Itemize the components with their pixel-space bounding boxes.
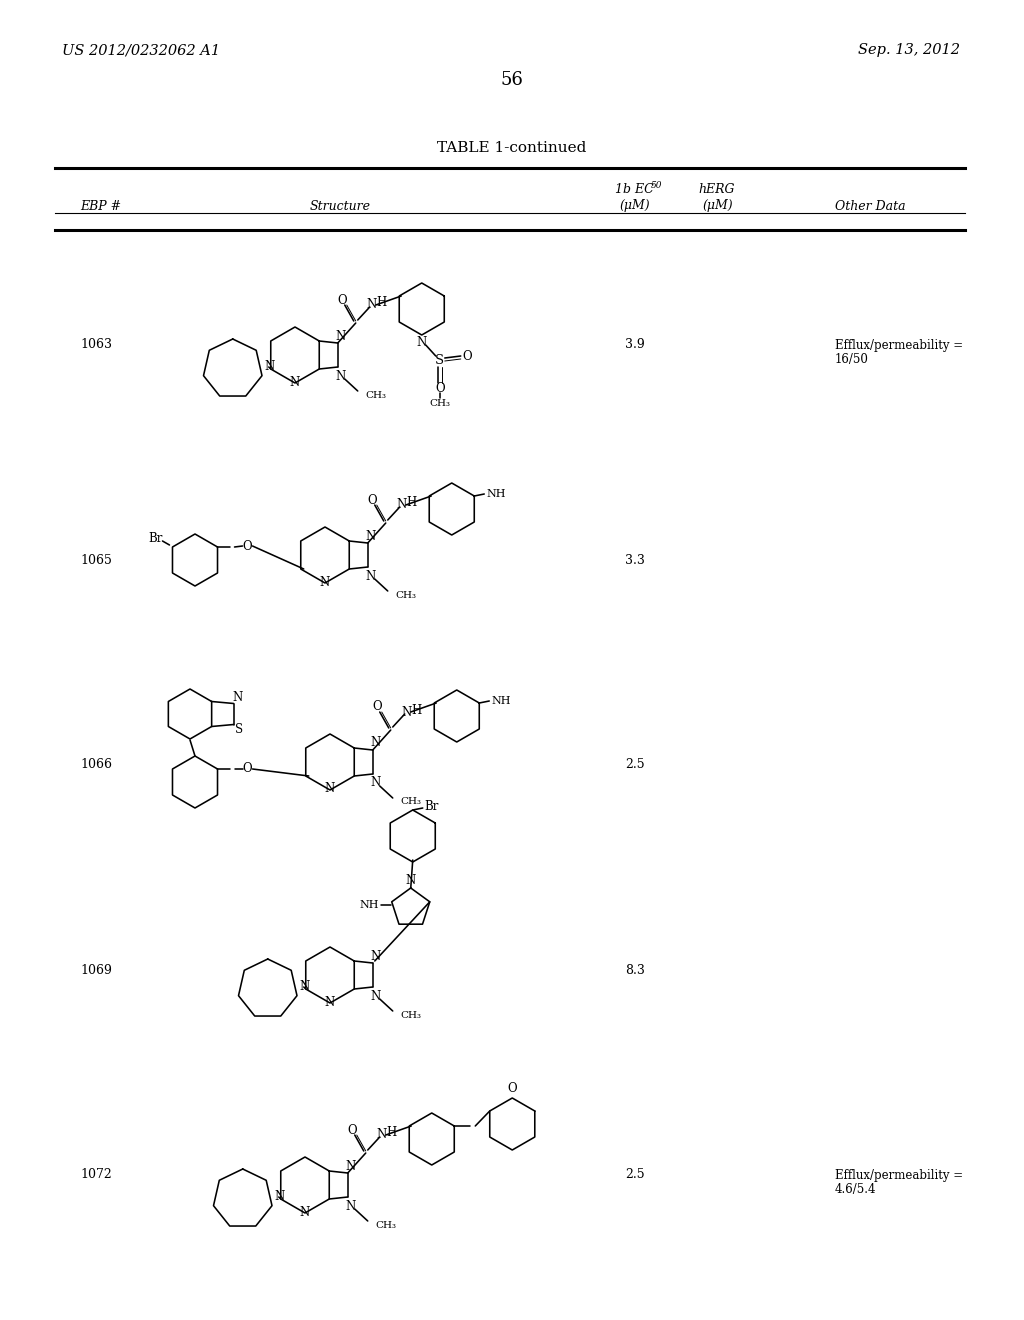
Text: N: N	[406, 874, 416, 887]
Text: CH₃: CH₃	[429, 399, 451, 408]
Text: 3.9: 3.9	[625, 338, 645, 351]
Text: O: O	[367, 494, 377, 507]
Text: (μM): (μM)	[702, 199, 732, 213]
Text: O: O	[435, 381, 444, 395]
Text: N: N	[396, 499, 407, 511]
Text: S: S	[234, 723, 243, 737]
Text: N: N	[366, 529, 376, 543]
Text: 3.3: 3.3	[625, 553, 645, 566]
Text: N: N	[366, 569, 376, 582]
Text: N: N	[401, 705, 412, 718]
Text: 8.3: 8.3	[625, 964, 645, 977]
Text: US 2012/0232062 A1: US 2012/0232062 A1	[62, 44, 220, 57]
Text: O: O	[347, 1123, 356, 1137]
Text: O: O	[243, 763, 252, 776]
Text: H: H	[377, 297, 387, 309]
Text: 1065: 1065	[80, 553, 112, 566]
Text: N: N	[300, 1205, 310, 1218]
Text: N: N	[300, 981, 310, 994]
Text: N: N	[346, 1159, 356, 1172]
Text: N: N	[371, 949, 381, 962]
Text: TABLE 1-continued: TABLE 1-continued	[437, 141, 587, 154]
Text: S: S	[435, 355, 444, 367]
Text: CH₃: CH₃	[395, 590, 417, 599]
Text: N: N	[325, 783, 335, 796]
Text: EBP #: EBP #	[80, 201, 121, 214]
Text: 4.6/5.4: 4.6/5.4	[835, 1183, 877, 1196]
Text: 1072: 1072	[80, 1168, 112, 1181]
Text: N: N	[336, 370, 346, 383]
Text: 1066: 1066	[80, 759, 112, 771]
Text: CH₃: CH₃	[400, 1011, 422, 1019]
Text: 1069: 1069	[80, 964, 112, 977]
Text: N: N	[336, 330, 346, 342]
Text: O: O	[463, 351, 472, 363]
Text: N: N	[319, 576, 330, 589]
Text: hERG: hERG	[698, 183, 734, 195]
Text: O: O	[337, 293, 346, 306]
Text: Br: Br	[148, 532, 163, 545]
Text: NH: NH	[359, 900, 379, 909]
Text: NH: NH	[486, 488, 506, 499]
Text: N: N	[290, 375, 300, 388]
Text: N: N	[371, 990, 381, 1002]
Text: 56: 56	[501, 71, 523, 88]
Text: O: O	[508, 1081, 517, 1094]
Text: H: H	[387, 1126, 397, 1139]
Text: Br: Br	[425, 800, 439, 813]
Text: Efflux/permeability =: Efflux/permeability =	[835, 1168, 964, 1181]
Text: N: N	[417, 335, 427, 348]
Text: H: H	[407, 496, 417, 510]
Text: 1b EC: 1b EC	[615, 183, 653, 195]
Text: N: N	[325, 995, 335, 1008]
Text: Efflux/permeability =: Efflux/permeability =	[835, 338, 964, 351]
Text: 50: 50	[651, 181, 663, 190]
Text: N: N	[265, 360, 275, 374]
Text: 1063: 1063	[80, 338, 112, 351]
Text: N: N	[367, 298, 377, 312]
Text: NH: NH	[492, 696, 511, 706]
Text: N: N	[371, 737, 381, 750]
Text: 16/50: 16/50	[835, 352, 869, 366]
Text: N: N	[371, 776, 381, 789]
Text: CH₃: CH₃	[366, 391, 387, 400]
Text: 2.5: 2.5	[625, 1168, 645, 1181]
Text: CH₃: CH₃	[376, 1221, 396, 1229]
Text: O: O	[243, 540, 252, 553]
Text: N: N	[377, 1129, 387, 1142]
Text: Other Data: Other Data	[835, 201, 905, 214]
Text: N: N	[274, 1191, 285, 1204]
Text: N: N	[232, 690, 243, 704]
Text: 2.5: 2.5	[625, 759, 645, 771]
Text: (μM): (μM)	[618, 199, 649, 213]
Text: Structure: Structure	[309, 201, 371, 214]
Text: CH₃: CH₃	[400, 797, 422, 807]
Text: H: H	[412, 704, 422, 717]
Text: Sep. 13, 2012: Sep. 13, 2012	[858, 44, 961, 57]
Text: O: O	[372, 701, 382, 714]
Text: N: N	[346, 1200, 356, 1213]
